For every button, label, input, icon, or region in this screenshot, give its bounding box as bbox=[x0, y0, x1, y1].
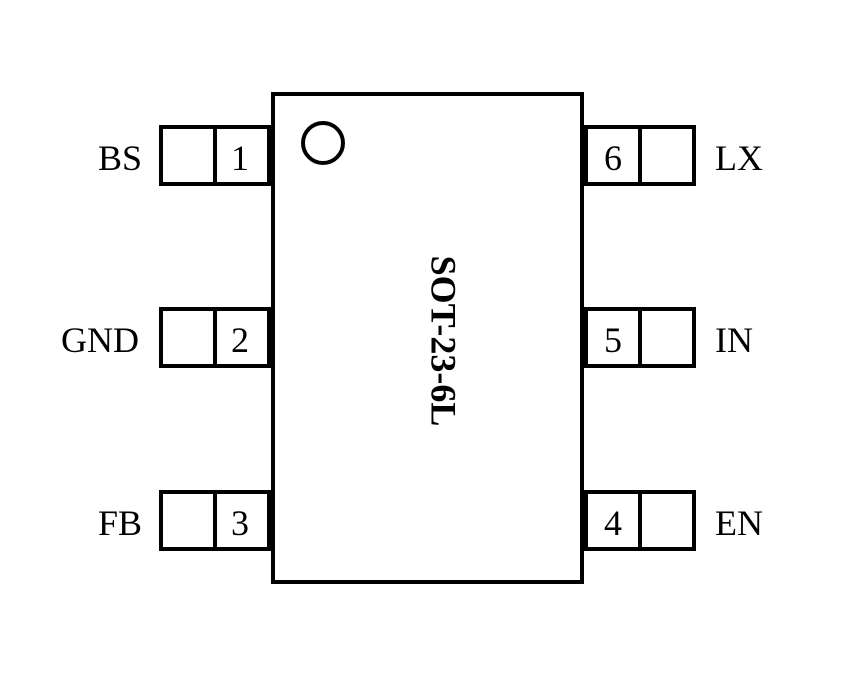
pin-1-number: 1 bbox=[231, 137, 249, 179]
pin-4-divider bbox=[638, 490, 642, 551]
pin-6-divider bbox=[638, 125, 642, 186]
pin-3-label: FB bbox=[98, 502, 142, 544]
pin-6-number: 6 bbox=[604, 137, 622, 179]
ic-package-diagram: 1 BS 2 GND 3 FB 4 EN 5 IN 6 LX SOT-23-6L bbox=[0, 0, 856, 690]
pin-5-divider bbox=[638, 307, 642, 368]
pin-1-label: BS bbox=[98, 137, 142, 179]
pin-5-label: IN bbox=[715, 319, 753, 361]
pin-3-divider bbox=[213, 490, 217, 551]
package-label: SOT-23-6L bbox=[422, 256, 464, 427]
pin-2-number: 2 bbox=[231, 319, 249, 361]
pin-2-label: GND bbox=[61, 319, 139, 361]
pin-1-divider bbox=[213, 125, 217, 186]
pin-6-label: LX bbox=[715, 137, 763, 179]
pin-4-label: EN bbox=[715, 502, 763, 544]
pin-3-number: 3 bbox=[231, 502, 249, 544]
pin-4-number: 4 bbox=[604, 502, 622, 544]
pin-5-number: 5 bbox=[604, 319, 622, 361]
pin1-marker bbox=[301, 121, 345, 165]
pin-2-divider bbox=[213, 307, 217, 368]
